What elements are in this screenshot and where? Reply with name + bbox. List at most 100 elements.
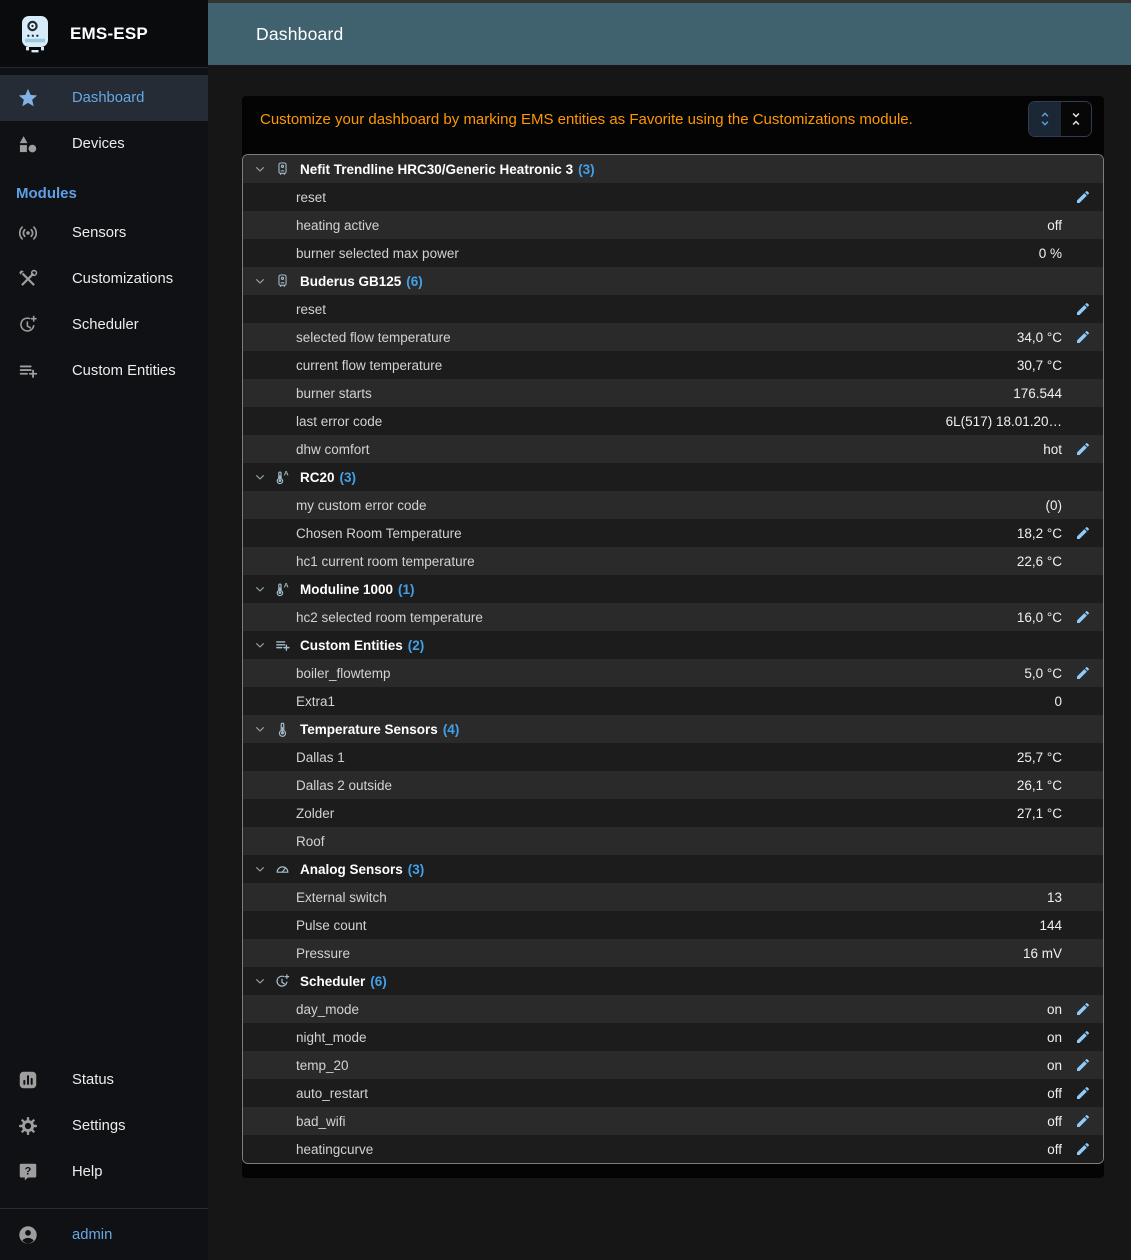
sidebar-item-devices[interactable]: Devices [0,121,208,167]
entity-value: 30,7 °C [1016,357,1062,373]
sidebar-item-label: Help [72,1164,103,1180]
entity-value: off [1047,217,1062,233]
sidebar: EMS-ESP Dashboard Devices Modules Sensors… [0,0,208,1260]
sidebar-item-label: Scheduler [72,317,139,333]
entity-row: Pressure 16 mV [243,939,1103,967]
banner-message: Customize your dashboard by marking EMS … [260,110,913,128]
entity-edit-cell [1062,799,1103,827]
sidebar-item-label: Custom Entities [72,363,176,379]
sidebar-item-scheduler[interactable]: Scheduler [0,302,208,348]
gear-icon [17,1115,39,1137]
entity-row: selected flow temperature 34,0 °C [243,323,1103,351]
entity-name: last error code [296,413,383,429]
entity-name: burner starts [296,385,372,401]
entity-name: reset [296,189,327,205]
entity-edit-cell [1062,827,1103,855]
sidebar-item-sensors[interactable]: Sensors [0,210,208,256]
entity-row: my custom error code (0) [243,491,1103,519]
entity-value: off [1047,1141,1062,1157]
sidebar-item-help[interactable]: ? Help [0,1149,208,1195]
entity-row: reset [243,295,1103,323]
edit-icon[interactable] [1075,609,1091,625]
expand-all-button[interactable] [1029,102,1060,136]
thermostat-icon: A [274,581,291,598]
collapse-all-button[interactable] [1060,102,1091,136]
entity-row: Pulse count 144 [243,911,1103,939]
chevron-down-icon[interactable] [252,581,268,597]
entity-name: Chosen Room Temperature [296,525,462,541]
device-group-row-moduline-1000[interactable]: A Moduline 1000 (1) [243,575,1103,603]
category-icon [17,133,39,155]
device-group-row-rc20[interactable]: A RC20 (3) [243,463,1103,491]
chevron-down-icon[interactable] [252,637,268,653]
entity-edit-cell [1062,883,1103,911]
edit-icon[interactable] [1075,665,1091,681]
chevron-down-icon[interactable] [252,861,268,877]
page-title: Dashboard [256,23,344,44]
device-group-row-custom-entities[interactable]: Custom Entities (2) [243,631,1103,659]
device-group-title: Temperature Sensors [300,721,438,737]
chevron-down-icon[interactable] [252,161,268,177]
entity-name: heatingcurve [296,1141,374,1157]
entity-value: 22,6 °C [1016,553,1062,569]
entity-row: Dallas 2 outside 26,1 °C [243,771,1103,799]
edit-icon[interactable] [1075,189,1091,205]
edit-icon[interactable] [1075,1085,1091,1101]
sidebar-item-status[interactable]: Status [0,1057,208,1103]
device-group-count: (6) [406,273,423,289]
entity-name: current flow temperature [296,357,443,373]
edit-icon[interactable] [1075,1057,1091,1073]
sidebar-item-admin[interactable]: admin [0,1209,208,1260]
entity-value: 18,2 °C [1016,525,1062,541]
edit-icon[interactable] [1075,1029,1091,1045]
chevron-down-icon[interactable] [252,273,268,289]
chevron-down-icon[interactable] [252,469,268,485]
edit-icon[interactable] [1075,525,1091,541]
entity-edit-cell [1062,379,1103,407]
edit-icon[interactable] [1075,301,1091,317]
sidebar-item-settings[interactable]: Settings [0,1103,208,1149]
device-group-row-temperature-sensors[interactable]: Temperature Sensors (4) [243,715,1103,743]
edit-icon[interactable] [1075,1141,1091,1157]
playlist-add-icon [17,360,39,382]
entity-name: temp_20 [296,1057,349,1073]
entity-row: Chosen Room Temperature 18,2 °C [243,519,1103,547]
device-group-row-analog-sensors[interactable]: Analog Sensors (3) [243,855,1103,883]
entity-edit-cell [1062,1051,1103,1079]
entity-edit-cell [1062,1023,1103,1051]
edit-icon[interactable] [1075,329,1091,345]
edit-icon[interactable] [1075,1113,1091,1129]
modules-section-header: Modules [16,185,77,202]
edit-icon[interactable] [1075,1001,1091,1017]
entity-row: night_mode on [243,1023,1103,1051]
device-group-title: Moduline 1000 [300,581,394,597]
sidebar-divider [0,1208,208,1209]
sidebar-item-custom-entities[interactable]: Custom Entities [0,348,208,394]
entity-row: burner selected max power 0 % [243,239,1103,267]
sidebar-primary-nav: Dashboard Devices [0,68,208,167]
entity-name: Zolder [296,805,335,821]
entity-row: current flow temperature 30,7 °C [243,351,1103,379]
device-group-row-nefit-trendline-hrc30-generic-heatronic-3[interactable]: Nefit Trendline HRC30/Generic Heatronic … [243,155,1103,183]
entity-edit-cell [1062,687,1103,715]
chevron-down-icon[interactable] [252,721,268,737]
clock-plus-icon [274,973,291,990]
edit-icon[interactable] [1075,441,1091,457]
entity-name: External switch [296,889,387,905]
sidebar-item-customizations[interactable]: Customizations [0,256,208,302]
entity-name: day_mode [296,1001,360,1017]
device-group-row-buderus-gb125[interactable]: Buderus GB125 (6) [243,267,1103,295]
device-group-count: (4) [442,721,460,737]
entity-edit-cell [1062,743,1103,771]
unfold-more-icon [1036,110,1054,128]
entity-edit-cell [1062,939,1103,967]
device-group-count: (3) [407,861,425,877]
sidebar-item-dashboard[interactable]: Dashboard [0,75,208,121]
device-group-row-scheduler[interactable]: Scheduler (6) [243,967,1103,995]
sidebar-header: EMS-ESP [0,0,208,68]
entity-row: Dallas 1 25,7 °C [243,743,1103,771]
entity-row: Roof [243,827,1103,855]
chevron-down-icon[interactable] [252,973,268,989]
gauge-icon [274,861,291,878]
entity-edit-cell [1062,491,1103,519]
